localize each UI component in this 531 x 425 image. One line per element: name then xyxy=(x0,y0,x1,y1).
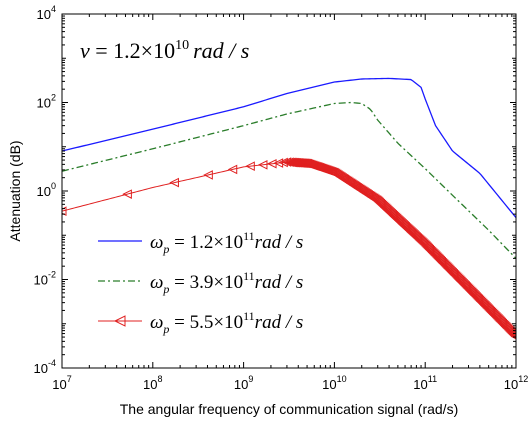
tick-layer: 107 108 109 1010 1011 1012 10-4 10-2 100 102 104 xyxy=(34,4,529,392)
series-marker-2-138 xyxy=(423,243,433,254)
series-layer xyxy=(62,77,516,340)
legend-marker-2 xyxy=(113,315,126,327)
series-marker-2-178 xyxy=(466,287,477,298)
series-marker-2-195 xyxy=(485,306,496,317)
series-marker-2-3 xyxy=(203,170,213,180)
series-marker-2-185 xyxy=(474,295,485,306)
series-marker-2-170 xyxy=(458,278,468,289)
series-marker-2-173 xyxy=(461,282,472,292)
series-marker-2-158 xyxy=(445,265,455,276)
y-tick-label-3: 102 xyxy=(37,93,56,111)
series-line-0 xyxy=(62,77,516,219)
series-marker-2-205 xyxy=(496,317,506,328)
annotation-text: v = 1.2×1010 rad / s xyxy=(80,38,249,63)
series-marker-2-197 xyxy=(487,308,498,319)
series-marker-2-207 xyxy=(498,319,509,330)
y-axis-title: Attenuation (dB) xyxy=(7,140,23,241)
series-marker-2-200 xyxy=(490,311,501,322)
series-marker-2-146 xyxy=(432,252,442,262)
series-marker-2-0 xyxy=(62,206,67,216)
legend-label-2: ωp = 5.5×1011rad / s xyxy=(150,309,303,336)
series-marker-2-160 xyxy=(447,267,457,278)
x-tick-label-4: 1011 xyxy=(413,374,437,392)
series-marker-2-182 xyxy=(471,292,481,302)
x-tick-label-1: 108 xyxy=(143,374,162,392)
series-marker-2-188 xyxy=(477,298,488,309)
series-marker-2-180 xyxy=(469,289,479,300)
series-marker-2-1 xyxy=(122,189,132,199)
legend-label-1: ωp = 3.9×1011rad / s xyxy=(150,269,303,296)
series-marker-2-153 xyxy=(439,260,450,270)
series-marker-2-202 xyxy=(493,314,503,324)
legend-label-0: ωp = 1.2×1011rad / s xyxy=(150,229,303,256)
series-marker-2-183 xyxy=(472,293,482,303)
legend-entry-0: ωp = 1.2×1011rad / s xyxy=(98,229,303,256)
legend-entry-1: ωp = 3.9×1011rad / s xyxy=(98,269,303,296)
legend: ωp = 1.2×1011rad / s ωp = 3.9×1011rad / … xyxy=(98,229,303,336)
series-marker-2-2 xyxy=(169,177,179,188)
y-tick-label-0: 10-4 xyxy=(34,358,56,376)
series-marker-2-8 xyxy=(273,158,284,168)
series-marker-2-190 xyxy=(479,300,490,311)
legend-entry-2: ωp = 5.5×1011rad / s xyxy=(98,309,303,336)
series-marker-2-141 xyxy=(426,246,437,257)
series-marker-2-148 xyxy=(434,254,444,265)
series-marker-2-210 xyxy=(501,323,512,333)
series-marker-2-212 xyxy=(503,325,514,335)
series-marker-2-136 xyxy=(421,241,431,251)
x-tick-label-3: 1010 xyxy=(322,374,346,392)
series-marker-2-168 xyxy=(455,276,466,287)
series-markers-2 xyxy=(62,157,516,340)
series-marker-2-6 xyxy=(257,159,268,170)
x-tick-label-2: 109 xyxy=(234,374,253,392)
y-tick-label-4: 104 xyxy=(37,4,56,22)
series-marker-2-157 xyxy=(444,264,454,275)
series-marker-2-143 xyxy=(428,249,439,259)
series-line-1 xyxy=(62,101,516,259)
series-marker-2-165 xyxy=(452,273,463,283)
series-marker-2-150 xyxy=(436,256,446,267)
series-marker-2-4 xyxy=(227,164,238,175)
series-marker-2-215 xyxy=(507,328,516,338)
series-marker-2-155 xyxy=(441,262,452,272)
series-marker-2-175 xyxy=(463,284,474,294)
series-marker-2-193 xyxy=(483,304,493,314)
x-axis-title: The angular frequency of communication s… xyxy=(120,401,459,417)
series-marker-2-5 xyxy=(245,161,255,171)
series-marker-2-163 xyxy=(450,271,461,281)
x-tick-label-5: 1012 xyxy=(504,374,528,392)
x-tick-label-0: 107 xyxy=(52,374,71,392)
y-tick-label-2: 100 xyxy=(37,181,56,199)
y-tick-label-1: 10-2 xyxy=(34,270,56,288)
